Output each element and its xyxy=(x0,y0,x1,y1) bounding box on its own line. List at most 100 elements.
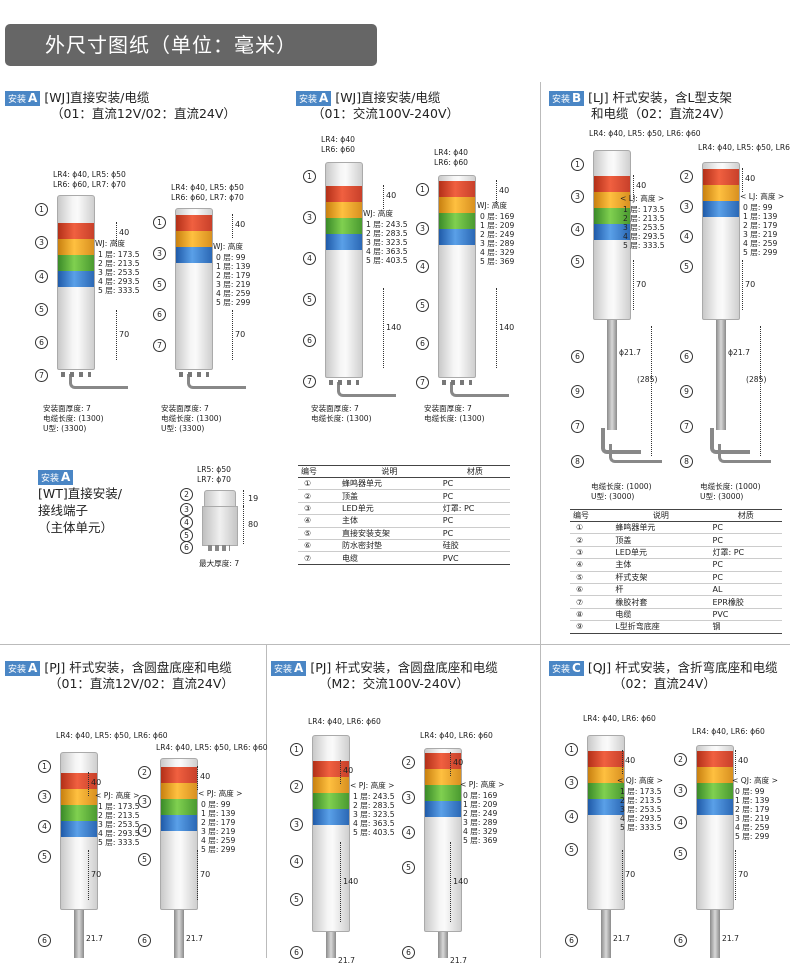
callout-4: 4 xyxy=(674,815,687,829)
section-title: [WT]直接安装/ xyxy=(38,486,122,501)
callout-7: 7 xyxy=(153,339,166,353)
part-description: 蜂鸣器单元 xyxy=(339,477,440,491)
height-value: 4 层: 259 xyxy=(735,823,770,832)
height-value: 0 层: 99 xyxy=(216,253,246,262)
part-description: 橡胶衬套 xyxy=(612,595,710,609)
dimension-line xyxy=(651,326,652,456)
section-title: [WJ]直接安装/电缆 xyxy=(335,90,441,105)
callout-6: 6 xyxy=(674,934,687,947)
callout-7: 7 xyxy=(416,375,429,389)
callout-3: 3 xyxy=(680,200,693,214)
signal-tower xyxy=(325,162,363,378)
height-title: WJ: 高度 xyxy=(95,239,125,248)
part-description: 杆 xyxy=(612,583,710,597)
pole-length: (285) xyxy=(637,375,658,384)
signal-tower xyxy=(312,735,350,932)
part-material: 硅胶 xyxy=(439,539,510,553)
height-value: 3 层: 323.5 xyxy=(353,810,395,819)
spec-note: U型: (3000) xyxy=(700,492,744,501)
callout-6: 6 xyxy=(565,934,578,947)
height-value: 1 层: 173.5 xyxy=(98,802,140,811)
table-row: ③ LED单元 灯罩: PC xyxy=(298,502,510,516)
led-tier-red xyxy=(588,751,624,767)
section-subtitle: （02：直流24V） xyxy=(613,676,716,691)
callout-4: 4 xyxy=(38,820,51,834)
height-value: 4 层: 293.5 xyxy=(623,232,665,241)
part-material: EPR橡胶 xyxy=(709,595,782,609)
part-number: ⑤ xyxy=(298,527,340,540)
table-row: ② 顶盖 PC xyxy=(298,489,510,503)
bracket xyxy=(710,428,750,454)
section-title: [PJ] 杆式安装，含圆盘底座和电缆 xyxy=(44,660,232,675)
pole xyxy=(710,910,720,958)
height-value: 3 层: 289 xyxy=(480,239,515,248)
height-value: 5 层: 333.5 xyxy=(620,823,662,832)
spec-note: U型: (3300) xyxy=(161,424,205,433)
section-s4: 安装 A [WT]直接安装/ 接线端子 （主体单元） xyxy=(38,468,122,536)
callout-6: 6 xyxy=(138,934,151,947)
height-value: 2 层: 249 xyxy=(463,809,498,818)
wt-terminals xyxy=(208,545,230,551)
pole xyxy=(174,910,184,958)
height-value: 3 层: 219 xyxy=(743,230,778,239)
part-material: PC xyxy=(709,521,782,535)
section-s6: 安装 A [PJ] 杆式安装，含圆盘底座和电缆 （M2：交流100V-240V） xyxy=(271,660,498,692)
led-tier-orange xyxy=(588,767,624,783)
callout-1: 1 xyxy=(416,183,429,196)
diameter-label: LR4: ϕ40, LR5: ϕ50, LR6: ϕ60 xyxy=(589,129,701,138)
divider xyxy=(540,82,541,644)
callout-6: 6 xyxy=(35,336,48,349)
dimension-label: 40 xyxy=(745,174,756,183)
height-value: 1 层: 173.5 xyxy=(623,205,665,214)
height-value: 1 层: 173.5 xyxy=(620,787,662,796)
part-material: PC xyxy=(439,477,510,491)
height-value: 2 层: 213.5 xyxy=(623,214,665,223)
part-material: PC xyxy=(439,514,510,528)
callout-5: 5 xyxy=(35,302,48,316)
dimension-line xyxy=(760,326,761,456)
led-tier-green xyxy=(161,799,197,815)
dimension-label: 40 xyxy=(625,756,636,765)
led-tier-orange xyxy=(594,192,630,208)
led-tier-red xyxy=(161,767,197,783)
callout-5: 5 xyxy=(138,852,151,866)
callout-4: 4 xyxy=(290,855,303,869)
part-material: PC xyxy=(709,558,782,572)
height-title: < LJ: 高度 > xyxy=(620,194,665,203)
table-row: ⑧ 电缆 PVC xyxy=(570,608,782,622)
led-tier-blue xyxy=(425,801,461,817)
spec-note: 安装面厚度: 7 xyxy=(424,404,472,413)
dimension-label: 40 xyxy=(119,228,130,237)
height-value: 2 层: 179 xyxy=(735,805,770,814)
led-tier-red xyxy=(439,181,475,197)
part-material: PVC xyxy=(439,551,510,565)
height-value: 1 层: 139 xyxy=(735,796,770,805)
diameter-label: LR4: ϕ40, LR5: ϕ50, LR6: ϕ60 xyxy=(156,743,268,752)
height-value: 1 层: 173.5 xyxy=(98,250,140,259)
dimension-line xyxy=(496,180,497,204)
diameter-label: LR4: ϕ40 xyxy=(434,148,468,157)
callout-6: 6 xyxy=(571,350,584,363)
callout-2: 2 xyxy=(680,170,693,183)
callout-4: 4 xyxy=(571,222,584,236)
col-header: 编号 xyxy=(298,465,340,478)
height-value: 5 层: 369 xyxy=(480,257,515,266)
diameter-label: LR4: ϕ40, LR5: ϕ50, LR6: ϕ60 xyxy=(698,143,790,152)
signal-tower xyxy=(57,195,95,370)
dimension-line xyxy=(622,850,623,900)
install-badge: 安装 C xyxy=(549,661,584,676)
height-value: 3 层: 253.5 xyxy=(98,820,140,829)
section-title: 接线端子 xyxy=(38,503,89,518)
signal-tower xyxy=(593,150,631,320)
callout-8: 8 xyxy=(680,455,693,468)
dimension-line xyxy=(88,772,89,796)
callout-4: 4 xyxy=(180,516,193,529)
col-header: 编号 xyxy=(570,509,613,522)
part-number: ⑥ xyxy=(570,583,613,597)
callout-4: 4 xyxy=(402,825,415,839)
dimension-line xyxy=(633,260,634,310)
spec-note: 电缆长度: (1000) xyxy=(700,482,761,491)
part-material: 灯罩: PC xyxy=(709,546,782,560)
table-row: ④ 主体 PC xyxy=(298,514,510,528)
led-tier-orange xyxy=(326,202,362,218)
